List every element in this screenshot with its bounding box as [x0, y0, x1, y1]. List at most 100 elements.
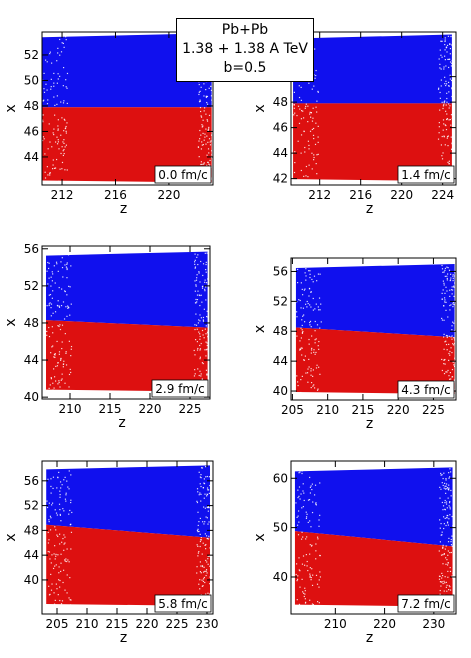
y-tick-label: 42 [273, 172, 288, 186]
y-tick-label: 48 [24, 316, 39, 330]
y-tick-label: 48 [24, 523, 39, 537]
y-tick-label: 52 [273, 294, 288, 308]
time-label: 1.4 fm/c [401, 168, 450, 182]
plot-frame [41, 31, 214, 186]
scatter-area [294, 467, 454, 608]
x-tick-label: 215 [106, 617, 129, 631]
y-tick-label: 56 [24, 474, 39, 488]
scatter-series-blue [293, 34, 452, 104]
scatter-series-blue [42, 33, 212, 108]
scatter-series-blue [294, 467, 453, 547]
x-tick-label: 225 [422, 403, 445, 417]
x-tick-label: 210 [324, 617, 347, 631]
y-tick-label: 44 [273, 146, 288, 160]
time-label: 5.8 fm/c [158, 597, 207, 611]
x-axis-label: z [366, 630, 373, 646]
scatter-series-red [42, 107, 212, 183]
scatter-series-red [46, 320, 208, 392]
y-tick-label: 44 [273, 354, 288, 368]
y-tick-label: 52 [24, 499, 39, 513]
x-tick-label: 210 [76, 617, 99, 631]
x-tick-label: 230 [422, 617, 445, 631]
impact-parameter: b=0.5 [223, 60, 267, 76]
y-tick-label: 50 [273, 521, 288, 535]
y-tick-label: 56 [273, 264, 288, 278]
y-axis-label: x [252, 533, 268, 541]
y-tick-label: 48 [24, 99, 39, 113]
time-label: 2.9 fm/c [155, 382, 204, 396]
panel-3: 210 215 220 225 40 44 48 52 56 z x 2.9 fm/c [3, 242, 211, 431]
y-tick-label: 52 [24, 48, 39, 62]
y-tick-label: 44 [24, 353, 39, 367]
x-tick-label: 210 [316, 403, 339, 417]
y-axis-label: x [252, 104, 268, 112]
x-tick-label: 205 [281, 403, 304, 417]
x-tick-label: 225 [166, 617, 189, 631]
scatter-series-blue [46, 251, 208, 328]
panel-4: 205 210 215 220 225 40 44 48 52 56 z x 4.3 fm/c [252, 257, 457, 432]
x-tick-label: 220 [136, 617, 159, 631]
y-axis-label: x [252, 325, 268, 333]
x-axis-label: z [120, 630, 127, 646]
collision-system: Pb+Pb [221, 22, 269, 38]
y-tick-label: 60 [273, 471, 288, 485]
y-axis-label: x [3, 104, 19, 112]
y-tick-label: 46 [24, 124, 39, 138]
time-label: 0.0 fm/c [158, 168, 207, 182]
y-tick-label: 40 [24, 390, 39, 404]
time-label-box [397, 380, 455, 399]
scatter-series-red [293, 103, 452, 182]
x-tick-label: 224 [431, 188, 454, 202]
x-tick-label: 225 [179, 402, 202, 416]
y-tick-label: 48 [273, 95, 288, 109]
scatter-series-blue [46, 465, 211, 538]
x-tick-label: 216 [104, 188, 127, 202]
x-tick-label: 215 [351, 403, 374, 417]
scatter-area [293, 34, 453, 183]
y-tick-label: 48 [273, 324, 288, 338]
y-axis-label: x [3, 533, 19, 541]
x-tick-label: 215 [99, 402, 122, 416]
x-tick-label: 220 [157, 188, 180, 202]
plot-frame [290, 257, 457, 401]
x-tick-label: 216 [349, 188, 372, 202]
y-tick-label: 56 [24, 242, 39, 256]
x-tick-label: 230 [196, 617, 219, 631]
x-tick-label: 210 [59, 402, 82, 416]
panel-5: 205 210 215 220 225 230 40 44 48 52 56 z x 5.8 fm/c [3, 460, 219, 646]
x-axis-label: z [120, 201, 127, 217]
y-tick-label: 40 [273, 384, 288, 398]
x-tick-label: 205 [46, 617, 69, 631]
x-tick-label: 220 [139, 402, 162, 416]
x-tick-label: 220 [373, 617, 396, 631]
scatter-series-red [295, 327, 455, 395]
x-axis-label: z [118, 415, 125, 431]
scatter-series-red [46, 524, 211, 606]
scatter-area [295, 263, 456, 396]
time-label-box [397, 594, 455, 613]
x-axis-label: z [366, 416, 373, 432]
y-tick-label: 44 [24, 548, 39, 562]
time-label: 4.3 fm/c [401, 383, 450, 397]
y-tick-label: 40 [273, 570, 288, 584]
collision-info-box: Pb+Pb 1.38 + 1.38 A TeV b=0.5 [176, 18, 314, 82]
plot-frame [290, 31, 457, 186]
x-axis-label: z [366, 201, 373, 217]
scatter-area [42, 33, 213, 184]
scatter-series-blue [295, 263, 455, 338]
panel-6: 210 220 230 40 50 60 z x 7.2 fm/c [252, 460, 457, 646]
plot-frame [290, 460, 457, 615]
scatter-area [46, 251, 209, 393]
scatter-area [46, 465, 212, 606]
time-label: 7.2 fm/c [401, 597, 450, 611]
time-label-box [151, 379, 209, 398]
time-label-box [397, 165, 455, 184]
y-tick-label: 46 [273, 121, 288, 135]
y-tick-label: 44 [24, 150, 39, 164]
y-axis-label: x [3, 318, 19, 326]
x-tick-label: 220 [390, 188, 413, 202]
y-tick-label: 50 [24, 73, 39, 87]
x-tick-label: 212 [308, 188, 331, 202]
y-tick-label: 52 [24, 279, 39, 293]
